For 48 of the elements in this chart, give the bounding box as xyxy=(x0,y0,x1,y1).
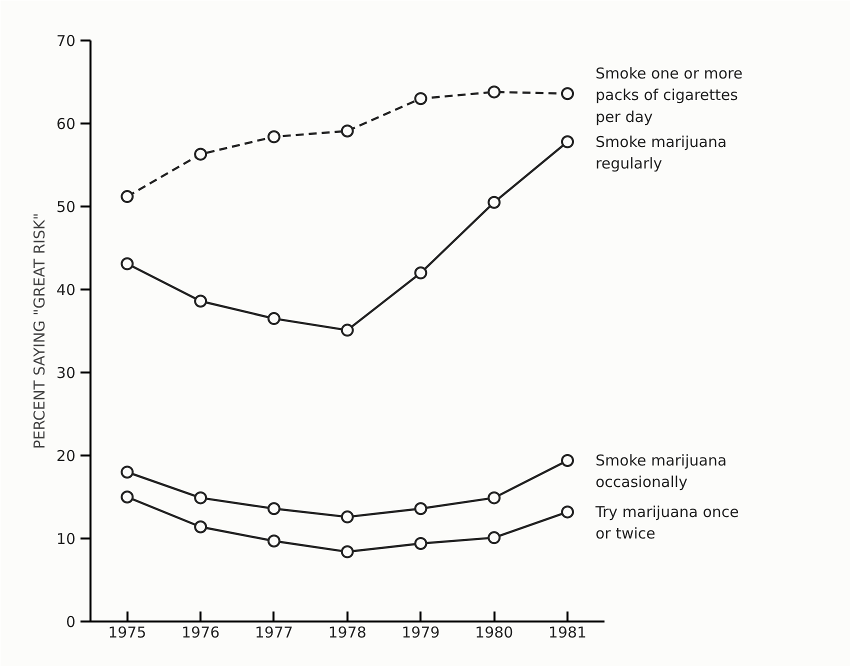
point xyxy=(120,257,134,270)
point xyxy=(414,536,428,550)
point xyxy=(120,190,134,204)
point xyxy=(488,196,501,209)
y-axis-title: PERCENT SAYING "GREAT RISK" xyxy=(30,213,48,449)
y-tick-label: 60 xyxy=(56,115,76,133)
point xyxy=(414,266,428,280)
x-tick-label: 1977 xyxy=(254,624,294,642)
point xyxy=(488,85,501,98)
y-tick-label: 40 xyxy=(56,281,76,299)
y-tick-label: 0 xyxy=(66,613,76,631)
series-label: Try marijuana once or twice xyxy=(594,502,739,543)
point xyxy=(561,87,574,100)
point xyxy=(120,490,134,504)
x-tick-label: 1975 xyxy=(108,624,146,642)
point xyxy=(561,454,574,467)
point xyxy=(340,324,354,337)
point xyxy=(267,502,280,516)
point xyxy=(340,545,354,558)
y-tick-label: 10 xyxy=(56,530,76,548)
y-tick-label: 30 xyxy=(56,364,76,382)
y-tick-label: 20 xyxy=(56,447,76,465)
point xyxy=(194,491,208,504)
x-tick-label: 1980 xyxy=(475,624,514,642)
x-tick-label: 1979 xyxy=(402,624,440,642)
x-tick-label: 1978 xyxy=(328,624,366,642)
point xyxy=(340,124,354,138)
point xyxy=(414,92,428,106)
point xyxy=(414,502,428,516)
point xyxy=(194,520,208,534)
point xyxy=(267,534,280,548)
point xyxy=(194,148,208,161)
point xyxy=(267,130,280,144)
series-label: Smoke one or more packs of cigarettes per day xyxy=(596,64,743,126)
y-tick-label: 50 xyxy=(56,198,76,216)
series-label: Smoke marijuana occasionally xyxy=(596,451,727,492)
x-tick-label: 1981 xyxy=(548,624,587,642)
point xyxy=(561,135,574,148)
series-label: Smoke marijuana regularly xyxy=(596,132,727,172)
point xyxy=(267,312,280,326)
point xyxy=(120,466,134,479)
point xyxy=(194,294,208,308)
point xyxy=(340,510,354,524)
x-tick-label: 1976 xyxy=(181,624,220,642)
point xyxy=(488,491,501,504)
y-tick-label: 70 xyxy=(56,32,76,50)
point xyxy=(488,531,501,544)
point xyxy=(561,505,574,518)
